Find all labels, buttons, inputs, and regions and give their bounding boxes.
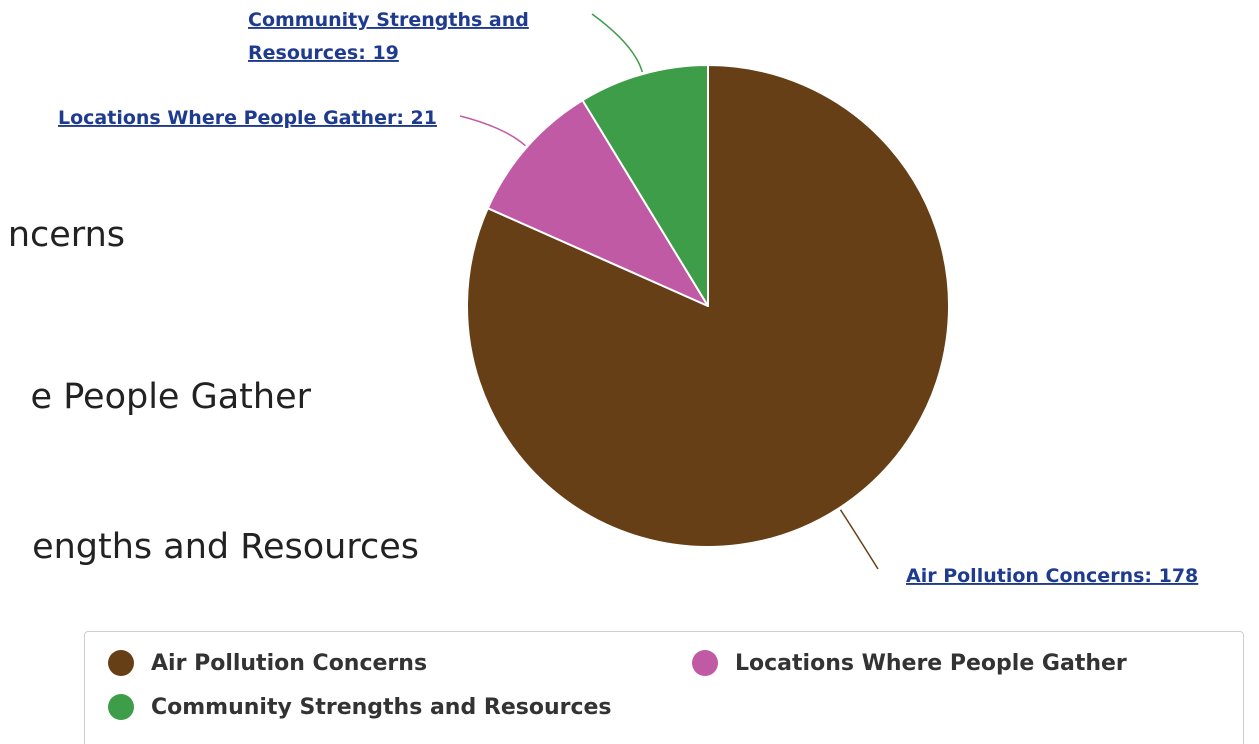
pie-data-label-air-pollution[interactable]: Air Pollution Concerns: 178 — [906, 565, 1198, 587]
pie-connector-locations — [459, 115, 526, 147]
pie-connector-air-pollution — [839, 509, 879, 570]
pie-slice-community[interactable] — [581, 64, 709, 307]
legend-label-locations: Locations Where People Gather — [735, 650, 1127, 676]
pie-chart: Air Pollution Concerns: 178 Locations Whe… — [58, 9, 1198, 587]
legend-swatch-community — [108, 694, 134, 720]
legend-item-locations[interactable]: Locations Where People Gather — [692, 650, 1127, 676]
pie-data-label-locations[interactable]: Locations Where People Gather: 21 — [58, 107, 437, 129]
legend-swatch-locations — [692, 650, 718, 676]
chart-legend: Air Pollution Concerns Locations Where P… — [84, 631, 1244, 744]
pie-data-labels: Air Pollution Concerns: 178 Locations Whe… — [58, 9, 1198, 587]
left-link-air-pollution-text: ncerns — [7, 218, 125, 255]
left-link-locations[interactable]: e People Gather — [0, 380, 311, 424]
pie-connectors — [459, 13, 879, 570]
legend-item-community[interactable]: Community Strengths and Resources — [108, 694, 612, 720]
left-link-community[interactable]: engths and Resources — [0, 530, 419, 574]
legend-swatch-air-pollution — [108, 650, 134, 676]
legend-label-community: Community Strengths and Resources — [151, 694, 612, 720]
pie-slices — [466, 64, 950, 548]
legend-label-air-pollution: Air Pollution Concerns — [151, 650, 428, 676]
left-link-air-pollution[interactable]: ncerns — [0, 218, 125, 262]
left-link-locations-text: e People Gather — [30, 380, 311, 417]
pie-connector-community — [591, 13, 644, 73]
pie-data-label-community-line-1[interactable]: Community Strengths and — [248, 9, 529, 31]
pie-slice-locations[interactable] — [486, 99, 709, 307]
legend-item-air-pollution[interactable]: Air Pollution Concerns — [108, 650, 427, 676]
left-link-community-text: engths and Resources — [32, 530, 419, 567]
pie-data-label-community-line-2[interactable]: Resources: 19 — [248, 42, 399, 64]
